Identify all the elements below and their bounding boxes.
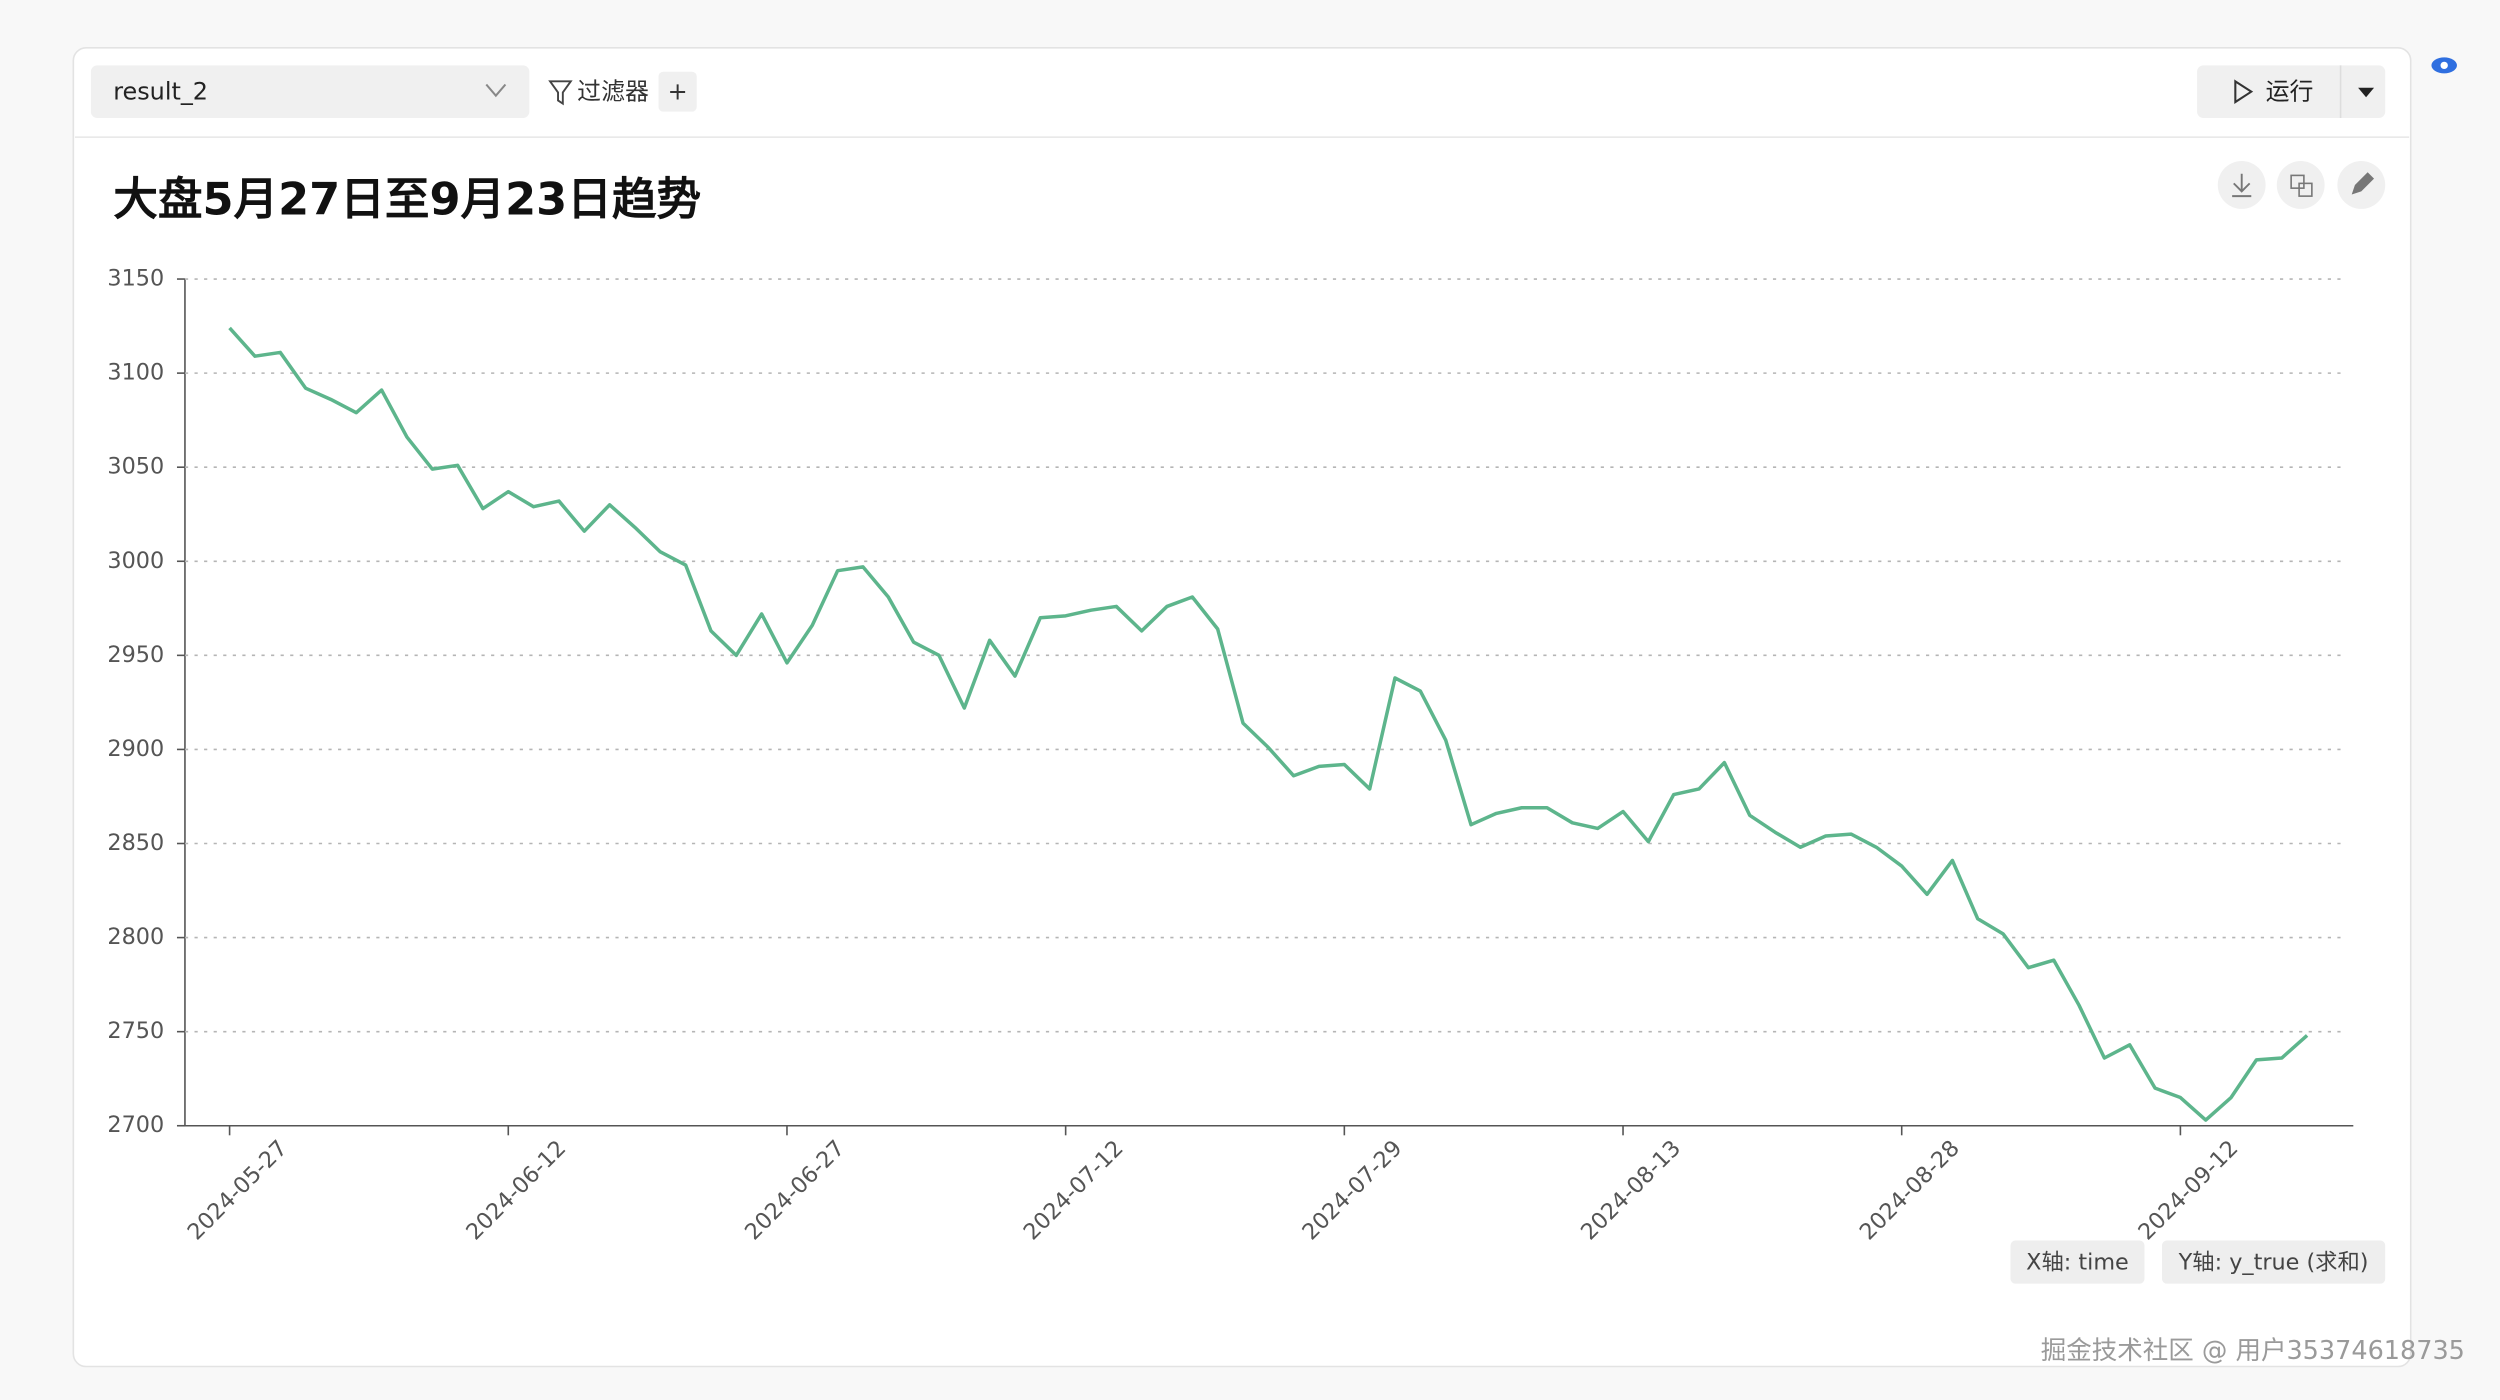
y-tick-label: 2700: [107, 1112, 164, 1138]
pupil: [2440, 61, 2448, 70]
run-menu[interactable]: [2358, 87, 2375, 98]
y-tick-label: 3150: [107, 266, 164, 292]
y-tick-label: 2950: [107, 642, 164, 668]
add-label: +: [668, 77, 688, 105]
copy-icon: [2290, 174, 2305, 189]
add-filter[interactable]: [658, 71, 697, 112]
chart-title: 大盘5月27日至9月23日趋势: [113, 174, 701, 226]
download-icon: [2232, 173, 2252, 198]
y-field-chip[interactable]: [2161, 1240, 2386, 1284]
series-line: [228, 326, 2309, 1122]
copy-button[interactable]: [2276, 161, 2325, 209]
dataset-select[interactable]: [90, 65, 530, 118]
run-button[interactable]: [2197, 65, 2386, 118]
dataset-name: result_2: [113, 77, 208, 105]
filter-label[interactable]: 过滤器: [577, 77, 649, 105]
filter-icon: [548, 80, 573, 106]
y-tick-label: 3100: [107, 360, 164, 386]
y-tick-label: 2850: [107, 830, 164, 856]
x-field-chip[interactable]: [2010, 1240, 2145, 1284]
x-field: X轴: time: [2026, 1249, 2129, 1275]
copy-icon: [2298, 182, 2313, 197]
y-tick-label: 2750: [107, 1018, 164, 1044]
eye-icon[interactable]: [2431, 57, 2457, 74]
y-tick-label: 3050: [107, 454, 164, 480]
watermark: 掘金技术社区 @ 用户35374618735: [2041, 1336, 2465, 1366]
y-tick-label: 3000: [107, 548, 164, 574]
chevron: [485, 83, 507, 98]
card: [72, 47, 2412, 1368]
edit-icon: [2351, 172, 2375, 195]
run-label: 运行: [2266, 77, 2314, 105]
y-tick-label: 2800: [107, 924, 164, 950]
y-tick-label: 2900: [107, 736, 164, 762]
play-icon: [2234, 79, 2254, 104]
y-field: Y轴: y_true (求和): [2178, 1249, 2369, 1275]
